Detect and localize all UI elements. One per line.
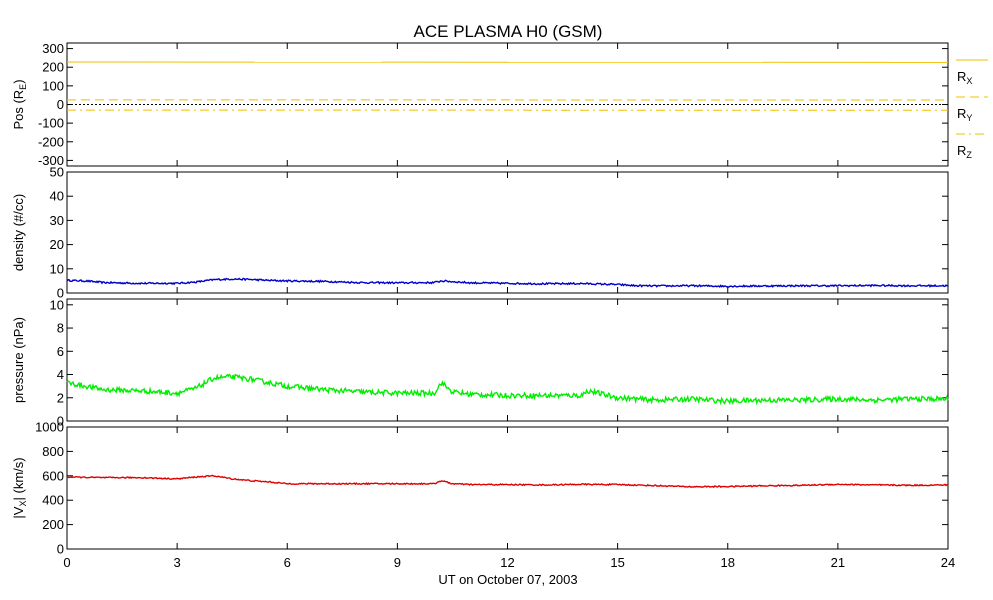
y-tick-label: 10: [50, 297, 64, 312]
y-tick-label: 0: [57, 286, 64, 301]
y-axis-label: density (#/cc): [11, 194, 26, 271]
y-tick-label: 4: [57, 367, 64, 382]
chart-title: ACE PLASMA H0 (GSM): [414, 22, 603, 41]
y-tick-label: 0: [57, 97, 64, 112]
y-axis-label: Pos (RE): [11, 79, 28, 129]
x-tick-label: 21: [831, 555, 845, 570]
y-tick-label: 600: [42, 468, 64, 483]
x-tick-label: 18: [721, 555, 735, 570]
y-tick-label: 30: [50, 213, 64, 228]
x-tick-label: 24: [941, 555, 955, 570]
y-tick-label: 0: [57, 542, 64, 557]
y-tick-label: 40: [50, 189, 64, 204]
y-tick-label: 300: [42, 41, 64, 56]
x-tick-label: 0: [63, 555, 70, 570]
series-pressure-line: [66, 373, 949, 406]
x-tick-label: 3: [174, 555, 181, 570]
y-tick-label: 6: [57, 344, 64, 359]
series-density-line: [66, 277, 949, 288]
x-tick-label: 9: [394, 555, 401, 570]
y-tick-label: 100: [42, 78, 64, 93]
x-tick-label: 15: [610, 555, 624, 570]
panel-velocity: 1000 800 600 400 200 00 3 6 9 12 15 18 21 24 |VX| (km/…: [11, 420, 955, 571]
panel-density: 50 40 30 20 10 0 density (#/cc): [11, 165, 949, 301]
y-tick-label: 400: [42, 493, 64, 508]
x-tick-label: 12: [500, 555, 514, 570]
panel-frame: [66, 426, 949, 550]
y-tick-label: 50: [50, 165, 64, 180]
series-vx-line: [66, 474, 948, 489]
y-tick-label: -200: [38, 134, 64, 149]
panel-pressure: 10 8 6 4 2 0 pressure (nPa): [11, 297, 949, 429]
legend-label-ry: RY: [957, 106, 972, 123]
y-tick-label: 2: [57, 390, 64, 405]
y-tick-label: 1000: [35, 420, 64, 435]
panel-frame: [66, 298, 949, 422]
y-tick-label: 20: [50, 237, 64, 252]
panel-position: 300 200 100 0 -100 -200 -300 Pos (RE) RX RY RZ: [11, 41, 988, 168]
y-tick-label: -300: [38, 153, 64, 168]
y-tick-label: 10: [50, 261, 64, 276]
y-tick-label: -100: [38, 116, 64, 131]
y-tick-label: 0: [57, 414, 64, 429]
y-axis-label: |VX| (km/s): [11, 457, 28, 518]
y-tick-label: 8: [57, 321, 64, 336]
y-tick-label: 800: [42, 444, 64, 459]
x-axis-label: UT on October 07, 2003: [438, 572, 577, 587]
y-tick-label: 200: [42, 60, 64, 75]
y-tick-label: 200: [42, 517, 64, 532]
legend-label-rx: RX: [957, 69, 972, 86]
y-axis-label: pressure (nPa): [11, 317, 26, 403]
x-tick-label: 6: [284, 555, 291, 570]
panel-frame: [66, 171, 949, 294]
legend-label-rz: RZ: [957, 143, 972, 160]
